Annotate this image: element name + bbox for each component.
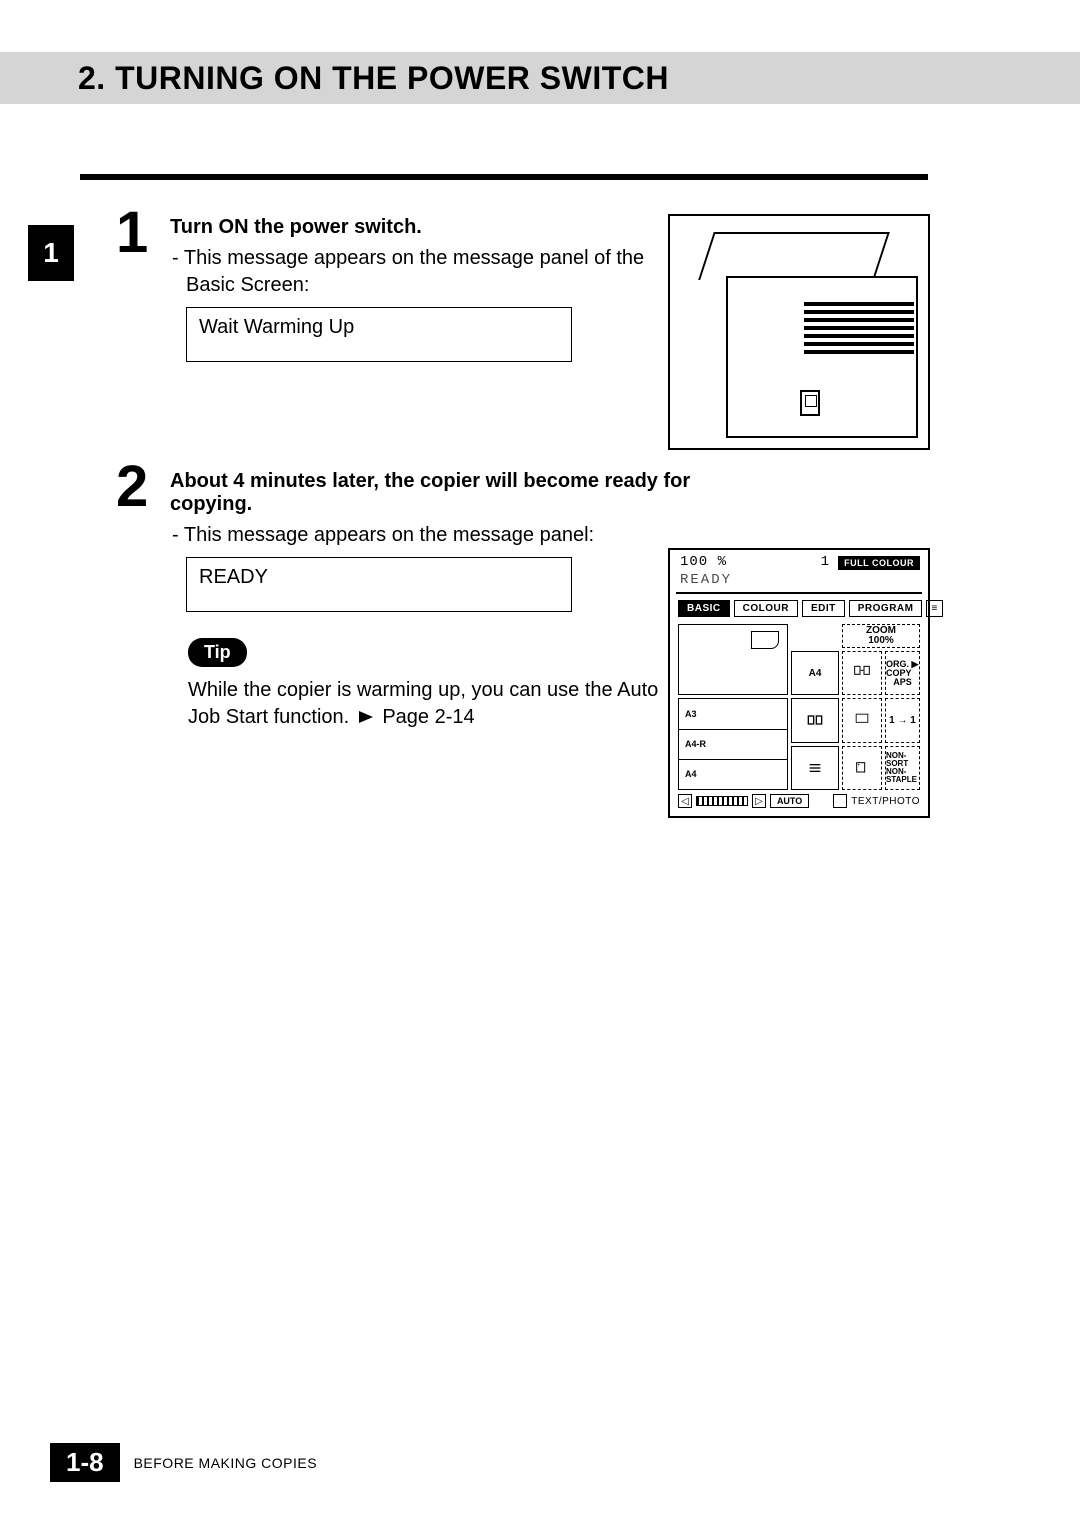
figure-lcd-panel: FULL COLOUR 100 % 1 READY BASIC COLOUR E… bbox=[668, 548, 930, 818]
list-icon[interactable] bbox=[791, 746, 839, 790]
message-box: READY bbox=[186, 557, 572, 612]
density-right-icon[interactable]: ▷ bbox=[752, 794, 766, 808]
lcd-divider bbox=[676, 592, 922, 594]
figure-copier bbox=[668, 214, 930, 450]
step-title: About 4 minutes later, the copier will b… bbox=[170, 470, 696, 516]
step-number: 2 bbox=[116, 458, 148, 516]
lcd-tabs: BASIC COLOUR EDIT PROGRAM ≡ bbox=[670, 600, 928, 617]
duplex-icon[interactable] bbox=[842, 651, 882, 695]
paper-item[interactable]: A4 bbox=[679, 759, 787, 789]
manual-page: 2. TURNING ON THE POWER SWITCH 1 1 Turn … bbox=[0, 0, 1080, 1526]
step-number: 1 bbox=[116, 204, 148, 262]
paper-item[interactable]: A3 bbox=[679, 699, 787, 728]
lcd-zoom-percent: 100 % bbox=[680, 554, 727, 570]
sort-cell[interactable]: NON-SORT NON-STAPLE bbox=[885, 746, 920, 790]
density-left-icon[interactable]: ◁ bbox=[678, 794, 692, 808]
section-title: 2. TURNING ON THE POWER SWITCH bbox=[78, 60, 669, 97]
screen-icon[interactable] bbox=[842, 698, 882, 742]
lcd-copy-count: 1 bbox=[821, 554, 830, 570]
tab-colour[interactable]: COLOUR bbox=[734, 600, 798, 617]
power-switch-icon bbox=[800, 390, 820, 416]
step-1: 1 Turn ON the power switch. This message… bbox=[116, 216, 696, 362]
section-title-bar: 2. TURNING ON THE POWER SWITCH bbox=[0, 52, 1080, 104]
colour-mode-badge: FULL COLOUR bbox=[838, 556, 920, 570]
page-footer: 1-8 BEFORE MAKING COPIES bbox=[50, 1443, 317, 1482]
page-ref-arrow-icon bbox=[359, 711, 373, 723]
density-row: ◁ ▷ AUTO TEXT/PHOTO bbox=[678, 792, 920, 810]
tab-edit[interactable]: EDIT bbox=[802, 600, 845, 617]
footer-section-label: BEFORE MAKING COPIES bbox=[134, 1455, 317, 1471]
org-copy-cell[interactable]: ORG. ▶ COPY APS bbox=[885, 651, 920, 695]
paper-item[interactable]: A4-R bbox=[679, 729, 787, 759]
horizontal-rule bbox=[80, 174, 928, 180]
step-text: This message appears on the message pane… bbox=[170, 522, 696, 549]
preview-area bbox=[678, 624, 788, 695]
steps-column: 1 Turn ON the power switch. This message… bbox=[116, 216, 696, 793]
mode-icon[interactable] bbox=[833, 794, 847, 808]
auto-chip[interactable]: AUTO bbox=[770, 794, 809, 808]
tab-more-icon[interactable]: ≡ bbox=[926, 600, 942, 617]
text-photo-label: TEXT/PHOTO bbox=[851, 796, 920, 807]
tip-text: While the copier is warming up, you can … bbox=[188, 677, 696, 731]
zoom-cell[interactable]: ZOOM 100% bbox=[842, 624, 920, 648]
vent-icon bbox=[804, 302, 914, 354]
chapter-tab: 1 bbox=[28, 225, 74, 281]
step-text: This message appears on the message pane… bbox=[170, 245, 696, 299]
step-2: 2 About 4 minutes later, the copier will… bbox=[116, 470, 696, 731]
message-box: Wait Warming Up bbox=[186, 307, 572, 362]
paper-list: A3 A4-R A4 bbox=[678, 698, 788, 790]
tab-basic[interactable]: BASIC bbox=[678, 600, 730, 617]
page-number: 1-8 bbox=[50, 1443, 120, 1482]
paper-a4-cell[interactable]: A4 bbox=[791, 651, 839, 695]
tab-program[interactable]: PROGRAM bbox=[849, 600, 923, 617]
step-title: Turn ON the power switch. bbox=[170, 216, 696, 239]
density-bar[interactable] bbox=[696, 796, 748, 806]
zoom-value: 100% bbox=[868, 636, 894, 646]
staple-icon[interactable] bbox=[842, 746, 882, 790]
ratio-cell[interactable]: 1 → 1 bbox=[885, 698, 920, 742]
lcd-panel-grid: ZOOM 100% A4 A3 A4-R A4 bbox=[678, 624, 920, 790]
copier-illustration bbox=[692, 226, 922, 444]
lcd-ready-text: READY bbox=[670, 572, 928, 592]
orientation-icon[interactable] bbox=[791, 698, 839, 742]
tip-badge: Tip bbox=[188, 638, 247, 667]
tip-page-ref: Page 2-14 bbox=[382, 706, 474, 728]
